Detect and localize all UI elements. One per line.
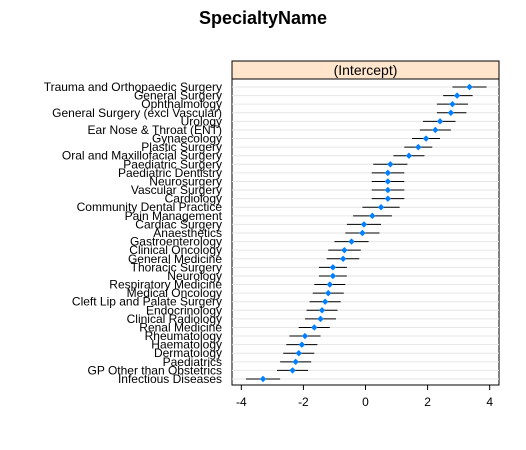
data-point <box>289 367 296 374</box>
category-label: Haematology <box>151 338 222 352</box>
category-label: Clinical Oncology <box>129 243 222 257</box>
category-label: Paediatrics <box>163 355 222 369</box>
data-point <box>466 83 473 91</box>
category-label: Cleft Lip and Palate Surgery <box>72 295 222 309</box>
data-point <box>447 109 455 116</box>
data-point <box>259 375 267 383</box>
x-tick-label: 4 <box>486 395 493 409</box>
data-points <box>259 83 473 383</box>
category-label: Rheumatology <box>145 329 222 343</box>
x-tick-label: -2 <box>298 395 309 409</box>
category-label: Neurosurgery <box>149 174 222 188</box>
data-point <box>321 298 329 305</box>
category-label: Gastroenterology <box>130 235 222 249</box>
x-axis: -4 -2 0 2 4 <box>236 385 493 409</box>
category-label: Dermatology <box>154 346 222 360</box>
category-label: GP Other than Obstetrics <box>87 363 222 377</box>
category-label: Cardiology <box>165 192 222 206</box>
category-label: Cardiac Surgery <box>135 217 222 231</box>
data-point <box>384 169 392 177</box>
category-label: Respiratory Medicine <box>109 278 222 292</box>
category-label: Ophthalmology <box>141 97 222 111</box>
data-point <box>360 221 368 228</box>
data-point <box>325 289 332 297</box>
category-label: Anaesthetics <box>153 226 222 240</box>
data-point <box>348 238 355 245</box>
category-label: Ear Nose & Throat (ENT) <box>88 123 222 137</box>
data-point <box>301 332 309 340</box>
category-label: Community Dental Practice <box>77 200 223 214</box>
x-tick-label: -4 <box>236 395 247 409</box>
data-point <box>295 350 302 357</box>
category-label: General Medicine <box>128 252 222 266</box>
category-label: Pain Management <box>125 209 223 223</box>
data-point <box>318 307 326 314</box>
data-point <box>384 178 392 185</box>
category-label: Gynaecology <box>152 132 222 146</box>
x-tick-label: 0 <box>362 395 369 409</box>
data-point <box>317 315 324 323</box>
category-label: General Surgery (excl Vascular) <box>52 106 222 120</box>
data-point <box>341 246 348 254</box>
category-label: Paediatric Surgery <box>123 157 222 171</box>
data-point <box>384 186 392 194</box>
category-label: Endocrinology <box>146 303 222 317</box>
data-point <box>311 324 318 331</box>
data-point <box>387 161 394 168</box>
data-point <box>415 143 422 151</box>
category-label: Renal Medicine <box>139 320 222 334</box>
category-label: Plastic Surgery <box>141 140 222 154</box>
data-point <box>432 126 439 134</box>
data-point <box>329 272 337 280</box>
category-label: Trauma and Orthopaedic Surgery <box>44 80 222 94</box>
data-point <box>326 281 333 288</box>
category-label: Paediatric Dentistry <box>118 166 222 180</box>
x-tick-label: 2 <box>424 395 431 409</box>
category-label: Infectious Diseases <box>118 372 222 386</box>
data-point <box>298 341 306 348</box>
category-label: Oral and Maxillofacial Surgery <box>62 149 222 163</box>
data-point <box>453 92 461 99</box>
data-point <box>449 100 456 108</box>
data-point <box>422 135 430 142</box>
data-point <box>359 229 366 237</box>
category-label: General Surgery <box>134 89 222 103</box>
data-point <box>405 152 413 159</box>
data-point <box>436 118 444 125</box>
data-point <box>339 255 347 262</box>
data-point <box>292 358 299 366</box>
category-label: Vascular Surgery <box>131 183 222 197</box>
category-label: Clinical Radiology <box>127 312 222 326</box>
data-point <box>377 204 385 211</box>
category-label: Thoracic Surgery <box>131 260 222 274</box>
category-label: Urology <box>181 114 222 128</box>
panel-strip-label: (Intercept) <box>334 62 398 78</box>
data-point <box>329 264 337 271</box>
data-point <box>384 195 392 202</box>
chart-title: SpecialtyName <box>199 8 327 28</box>
plot-frame <box>231 78 500 386</box>
category-label: Neurology <box>167 269 222 283</box>
chart-panel: (Intercept) <box>231 60 500 386</box>
category-label: Medical Oncology <box>127 286 222 300</box>
data-point <box>369 212 376 220</box>
